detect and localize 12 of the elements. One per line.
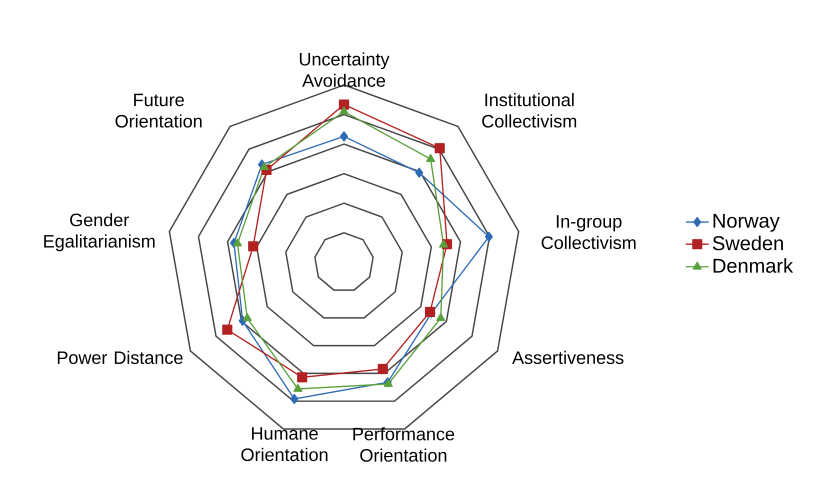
legend-label: Norway	[714, 214, 780, 232]
spoke-label: Performance Orientation	[353, 427, 454, 462]
spoke-label: Humane Orientation	[241, 427, 328, 462]
spoke-label: Assertiveness	[512, 350, 624, 364]
spoke-label: In-group Collectivism	[542, 215, 636, 250]
spoke-label: Institutional Collectivism	[482, 93, 576, 128]
spoke-label: Uncertainty Avoidance	[300, 52, 390, 87]
legend-label: Sweden	[712, 236, 783, 250]
spoke-label: Power Distance	[58, 350, 183, 364]
spoke-label: Future Orientation	[116, 94, 202, 128]
legend-label: Denmark	[714, 258, 794, 273]
spoke-label: Gender Egalitarianism	[44, 213, 155, 252]
